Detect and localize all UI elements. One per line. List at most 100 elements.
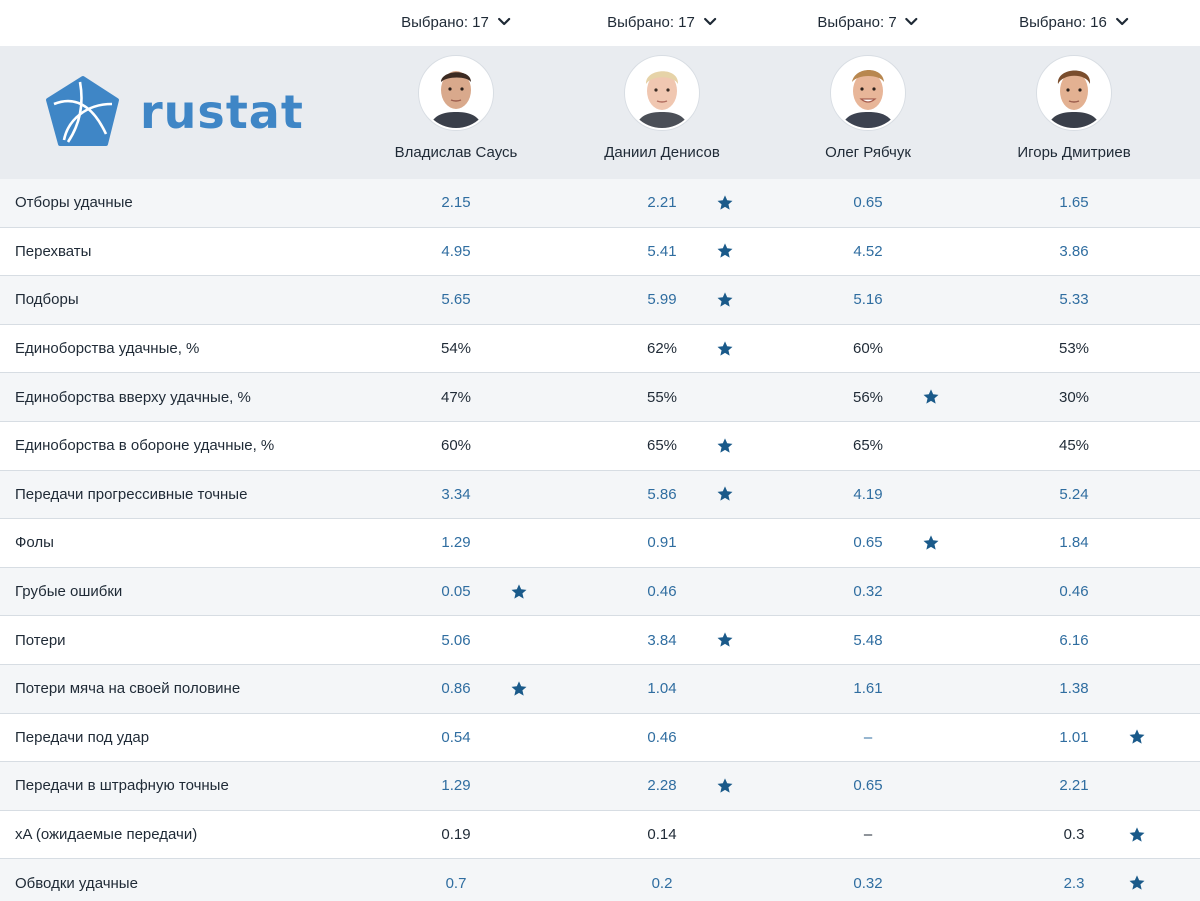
best-star-icon [717,292,733,307]
stat-value: 0.65 [853,194,883,212]
stat-value: 1.29 [441,534,471,552]
stat-value: 65% [852,437,884,455]
player-selector-4[interactable]: Выбрано: 16 [1019,10,1129,34]
stat-value: 1.01 [1059,728,1089,746]
best-star-icon [717,243,733,258]
player-card-1[interactable]: Владислав Саусь [356,56,556,161]
table-row: Передачи в штрафную точные 1.29 2.28 0.65 2.… [0,762,1200,811]
stat-value: 0.65 [853,534,883,552]
stat-value: 0.05 [441,583,471,601]
stat-value: 4.95 [441,242,471,260]
stat-value: 60% [440,437,472,455]
table-row: Потери 5.06 3.84 5.48 6.16 [0,616,1200,665]
metric-label: Единоборства вверху удачные, % [15,388,251,406]
player-face-icon [833,58,903,128]
player-card-3[interactable]: Олег Рябчук [768,56,968,161]
stat-value: 0.32 [853,874,883,892]
best-star-icon [717,438,733,453]
stat-value: 5.86 [647,485,677,503]
player-avatar [831,56,905,130]
metric-label: Передачи в штрафную точные [15,777,229,795]
player-face-icon [627,58,697,128]
best-star-icon [1129,875,1145,890]
stat-value: 0.54 [441,728,471,746]
rustat-logo[interactable]: rustat [44,74,334,150]
player-avatar [419,56,493,130]
player-name: Олег Рябчук [825,144,911,161]
stat-value: 5.65 [441,291,471,309]
table-row: xA (ожидаемые передачи) 0.19 0.14 – 0.3 [0,810,1200,860]
table-row: Единоборства вверху удачные, % 47% 55% 56% 3… [0,373,1200,422]
selector-label: Выбрано: 17 [607,13,695,31]
best-star-icon [717,778,733,793]
best-star-icon [1129,826,1145,842]
metric-label: Единоборства в обороне удачные, % [15,437,275,455]
stat-value: 0.19 [441,826,471,844]
metric-label: Подборы [15,291,79,309]
selector-label: Выбрано: 17 [401,13,489,31]
stat-value: 53% [1058,340,1090,358]
table-row: Единоборства в обороне удачные, % 60% 65% 6… [0,421,1200,471]
metric-label: Передачи под удар [15,728,150,746]
player-card-2[interactable]: Даниил Денисов [562,56,762,161]
player-card-4[interactable]: Игорь Дмитриев [974,56,1174,161]
best-star-icon [923,389,939,404]
stat-value: – [863,728,873,746]
chevron-down-icon [905,17,918,26]
stat-value: 56% [852,388,884,406]
stat-value: 5.48 [853,631,883,649]
stat-value: 3.34 [441,485,471,503]
best-star-icon [511,681,527,696]
table-row: Фолы 1.29 0.91 0.65 1.84 [0,519,1200,568]
player-selector-row: Выбрано: 17 Выбрано: 17 Выбрано: 7 Выбра… [0,0,1200,46]
best-star-icon [923,535,939,550]
rustat-logo-icon [46,76,119,146]
stat-value: 1.65 [1059,194,1089,212]
stat-value: 0.91 [647,534,677,552]
stat-value: 5.33 [1059,291,1089,309]
stats-table: Отборы удачные 2.15 2.21 0.65 1.65 Перехваты 4… [0,179,1200,901]
player-selector-3[interactable]: Выбрано: 7 [817,10,918,34]
chevron-down-icon [703,17,716,26]
stat-value: 5.24 [1059,485,1089,503]
player-name: Даниил Денисов [604,144,720,161]
stat-value: 1.04 [647,680,677,698]
player-name: Игорь Дмитриев [1017,144,1131,161]
table-row: Перехваты 4.95 5.41 4.52 3.86 [0,227,1200,277]
stat-value: 0.65 [853,777,883,795]
best-star-icon [717,195,733,210]
player-name: Владислав Саусь [394,144,518,161]
stat-value: 62% [646,340,678,358]
stat-value: 4.52 [853,242,883,260]
player-avatar [625,56,699,130]
best-star-icon [511,583,527,599]
stat-value: 4.19 [853,485,883,503]
stat-value: 2.3 [1063,874,1085,892]
stat-value: 30% [1058,388,1090,406]
table-row: Передачи прогрессивные точные 3.34 5.86 4.1… [0,470,1200,520]
table-row: Передачи под удар 0.54 0.46 – 1.01 [0,713,1200,763]
table-row: Единоборства удачные, % 54% 62% 60% 53% [0,324,1200,374]
metric-label: xA (ожидаемые передачи) [15,826,198,844]
stat-value: 0.46 [1059,583,1089,601]
stat-value: 5.16 [853,291,883,309]
stat-value: 0.32 [853,583,883,601]
stat-value: 65% [646,437,678,455]
metric-label: Потери мяча на своей половине [15,680,241,698]
player-selector-2[interactable]: Выбрано: 17 [607,10,717,34]
player-selector-1[interactable]: Выбрано: 17 [401,10,511,34]
metric-label: Грубые ошибки [15,583,123,601]
chevron-down-icon [1115,17,1128,26]
player-face-icon [421,58,491,128]
stat-value: 0.46 [647,728,677,746]
stat-value: 54% [440,340,472,358]
stat-value: 47% [440,388,472,406]
stat-value: 2.21 [647,194,677,212]
metric-label: Фолы [15,534,54,552]
stat-value: 0.86 [441,680,471,698]
table-row: Подборы 5.65 5.99 5.16 5.33 [0,276,1200,325]
chevron-down-icon [497,17,510,26]
metric-label: Обводки удачные [15,874,138,892]
stat-value: 1.38 [1059,680,1089,698]
best-star-icon [717,340,733,356]
